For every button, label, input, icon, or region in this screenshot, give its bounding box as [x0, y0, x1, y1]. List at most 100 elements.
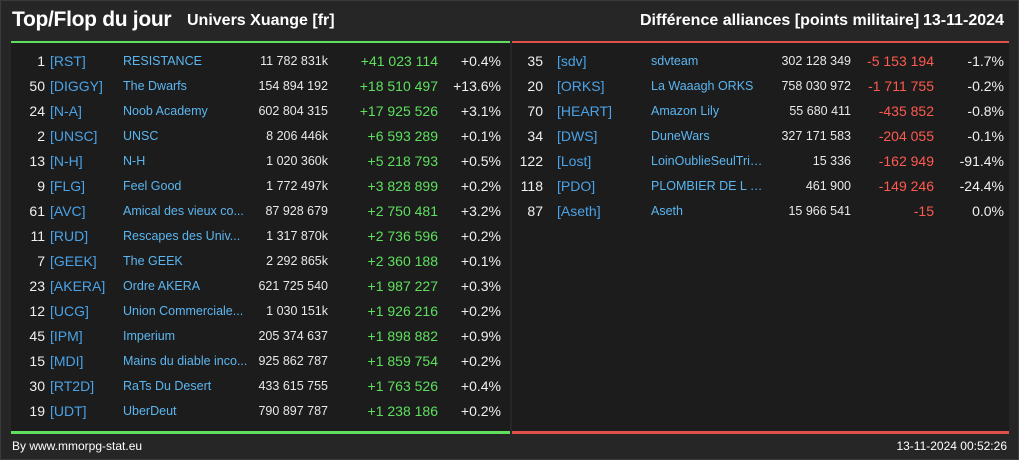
alliance-row: 30 [RT2D] RaTs Du Desert 433 615 755 +1 763 … — [11, 374, 510, 399]
alliance-percent: +0.2% — [460, 353, 501, 369]
alliance-tag[interactable]: [sdv] — [557, 53, 587, 69]
alliance-points: 55 680 411 — [789, 104, 851, 118]
alliance-difference: +1 859 754 — [367, 353, 438, 369]
alliance-tag[interactable]: [HEART] — [557, 103, 612, 119]
alliance-name[interactable]: UberDeut — [123, 404, 177, 418]
alliance-tag[interactable]: [ORKS] — [557, 78, 605, 94]
alliance-rank: 15 — [29, 353, 45, 369]
alliance-tag[interactable]: [RST] — [50, 53, 86, 69]
alliance-row: 13 [N-H] N-H 1 020 360k +5 218 793 +0.5% — [11, 149, 510, 174]
alliance-rank: 34 — [527, 128, 543, 144]
alliance-points: 8 206 446k — [266, 129, 328, 143]
alliance-name[interactable]: The Dwarfs — [123, 79, 187, 93]
alliance-difference: -162 949 — [878, 153, 934, 169]
alliance-tag[interactable]: [N-A] — [50, 103, 82, 119]
alliance-percent: +0.4% — [460, 53, 501, 69]
alliance-rank: 2 — [37, 128, 45, 144]
alliance-name[interactable]: La Waaagh ORKS — [651, 79, 754, 93]
alliance-percent: +0.5% — [460, 153, 501, 169]
alliance-tag[interactable]: [N-H] — [50, 153, 83, 169]
alliance-name[interactable]: Rescapes des Univ... — [123, 229, 241, 243]
alliance-points: 433 615 755 — [258, 379, 328, 393]
alliance-name[interactable]: RESISTANCE — [123, 54, 202, 68]
alliance-points: 1 772 497k — [266, 179, 328, 193]
alliance-tag[interactable]: [PDO] — [557, 178, 596, 194]
alliance-percent: +0.9% — [460, 328, 501, 344]
alliance-name[interactable]: Amazon Lily — [651, 104, 720, 118]
alliance-tag[interactable]: [DIGGY] — [50, 78, 103, 94]
alliance-rank: 23 — [29, 278, 45, 294]
alliance-tag[interactable]: [IPM] — [50, 328, 83, 344]
alliance-tag[interactable]: [UCG] — [50, 303, 89, 319]
alliance-name[interactable]: LoinOublieSeulTrist... — [651, 154, 768, 168]
alliance-points: 1 020 360k — [266, 154, 328, 168]
alliance-rank: 35 — [527, 53, 543, 69]
alliance-name[interactable]: Imperium — [123, 329, 176, 343]
alliance-percent: 0.0% — [972, 203, 1004, 219]
alliance-row: 11 [RUD] Rescapes des Univ... 1 317 870k +2 … — [11, 224, 510, 249]
alliance-rank: 11 — [30, 228, 45, 244]
alliance-percent: +0.2% — [460, 178, 501, 194]
alliance-name[interactable]: Feel Good — [123, 179, 182, 193]
alliance-rank: 61 — [29, 203, 45, 219]
alliance-difference: +17 925 526 — [359, 103, 438, 119]
alliance-name[interactable]: Noob Academy — [123, 104, 208, 118]
alliance-percent: +0.2% — [460, 403, 501, 419]
alliance-tag[interactable]: [RUD] — [50, 228, 89, 244]
alliance-row: 50 [DIGGY] The Dwarfs 154 894 192 +18 510 49… — [11, 74, 510, 99]
alliance-rank: 45 — [29, 328, 45, 344]
alliance-tag[interactable]: [UDT] — [50, 403, 87, 419]
alliance-name[interactable]: RaTs Du Desert — [123, 379, 212, 393]
alliance-percent: +0.2% — [460, 228, 501, 244]
alliance-points: 758 030 972 — [781, 79, 851, 93]
alliance-difference: +2 750 481 — [367, 203, 438, 219]
alliance-name[interactable]: Amical des vieux co... — [123, 204, 244, 218]
alliance-points: 302 128 349 — [781, 54, 851, 68]
alliance-name[interactable]: Ordre AKERA — [123, 279, 201, 293]
alliance-difference: -15 — [913, 203, 934, 219]
alliance-tag[interactable]: [RT2D] — [50, 378, 95, 394]
alliance-row: 61 [AVC] Amical des vieux co... 87 928 679 +… — [11, 199, 510, 224]
alliance-tag[interactable]: [AVC] — [50, 203, 86, 219]
alliance-difference: +1 926 216 — [367, 303, 438, 319]
alliance-tag[interactable]: [AKERA] — [50, 278, 106, 294]
alliance-points: 602 804 315 — [258, 104, 328, 118]
alliance-name[interactable]: The GEEK — [123, 254, 183, 268]
alliance-name[interactable]: Mains du diable inco... — [123, 354, 248, 368]
alliance-name[interactable]: DuneWars — [651, 129, 710, 143]
alliance-difference: +6 593 289 — [367, 128, 438, 144]
alliance-rank: 7 — [37, 253, 45, 269]
alliance-difference: -5 153 194 — [867, 53, 934, 69]
alliance-difference: +1 898 882 — [367, 328, 438, 344]
alliance-name[interactable]: UNSC — [123, 129, 159, 143]
alliance-name[interactable]: N-H — [123, 154, 146, 168]
alliance-row: 2 [UNSC] UNSC 8 206 446k +6 593 289 +0.1% — [11, 124, 510, 149]
alliance-name[interactable]: PLOMBIER DE L O... — [651, 179, 768, 193]
alliance-difference: +18 510 497 — [359, 78, 438, 94]
alliance-row: 1 [RST] RESISTANCE 11 782 831k +41 023 114 +0… — [11, 49, 510, 74]
subtitle: Différence alliances [points militaire] — [640, 12, 920, 29]
alliance-tag[interactable]: [Aseth] — [557, 203, 601, 219]
alliance-tag[interactable]: [MDI] — [50, 353, 84, 369]
universe-label: Univers Xuange [fr] — [187, 12, 335, 29]
alliance-row: 15 [MDI] Mains du diable inco... 925 862 78… — [11, 349, 510, 374]
alliance-tag[interactable]: [Lost] — [557, 153, 592, 169]
alliance-rank: 118 — [520, 178, 543, 194]
alliance-points: 461 900 — [805, 179, 851, 193]
alliance-name[interactable]: sdvteam — [651, 54, 699, 68]
alliance-difference: -435 852 — [878, 103, 934, 119]
alliance-rank: 30 — [29, 378, 45, 394]
alliance-row: 70 [HEART] Amazon Lily 55 680 411 -435 852 -0… — [512, 99, 1009, 124]
alliance-name[interactable]: Aseth — [651, 204, 683, 218]
top-losers-panel: 35 [sdv] sdvteam 302 128 349 -5 153 194 -1.7%… — [512, 41, 1009, 434]
alliance-tag[interactable]: [UNSC] — [50, 128, 98, 144]
alliance-tag[interactable]: [GEEK] — [50, 253, 97, 269]
alliance-name[interactable]: Union Commerciale... — [123, 304, 244, 318]
alliance-row: 9 [FLG] Feel Good 1 772 497k +3 828 899 +0.2% — [11, 174, 510, 199]
alliance-percent: -0.1% — [967, 128, 1004, 144]
alliance-points: 154 894 192 — [258, 79, 328, 93]
alliance-tag[interactable]: [FLG] — [50, 178, 86, 194]
alliance-tag[interactable]: [DWS] — [557, 128, 598, 144]
alliance-row: 20 [ORKS] La Waaagh ORKS 758 030 972 -1 711 … — [512, 74, 1009, 99]
